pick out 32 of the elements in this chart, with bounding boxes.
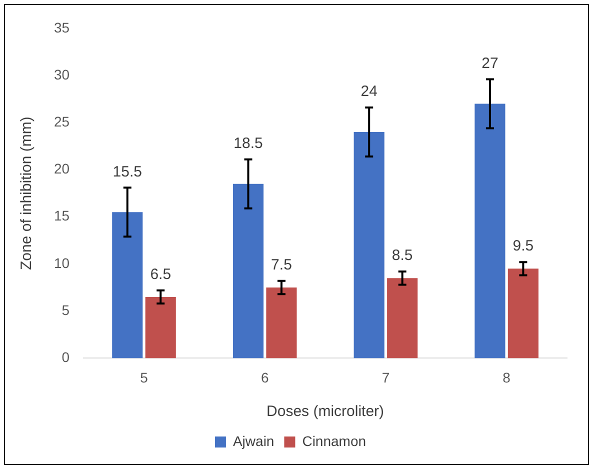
x-tick-label: 8 — [502, 369, 511, 386]
data-label: 24 — [360, 83, 378, 100]
x-axis-title: Doses (microliter) — [266, 403, 384, 420]
bar — [112, 212, 143, 358]
bar — [354, 132, 384, 358]
data-label: 6.5 — [150, 266, 172, 283]
x-tick-label: 6 — [260, 369, 269, 386]
y-tick-label: 15 — [54, 208, 70, 224]
bar — [232, 184, 264, 358]
bar — [474, 104, 506, 358]
data-label: 15.5 — [112, 163, 142, 180]
y-tick-label: 30 — [54, 66, 70, 82]
data-label: 9.5 — [512, 238, 534, 255]
y-tick-label: 10 — [54, 254, 70, 271]
y-tick-label: 5 — [62, 302, 70, 318]
bar — [266, 288, 297, 358]
data-label: 18.5 — [234, 135, 263, 152]
bar — [508, 268, 538, 358]
data-label: 27 — [482, 54, 498, 72]
y-tick-label: 25 — [54, 113, 70, 130]
bar — [145, 296, 176, 358]
x-tick-label: 5 — [140, 369, 148, 386]
y-axis-title: Zone of inhibition (mm) — [18, 116, 36, 270]
x-tick-label: 7 — [382, 369, 390, 386]
data-label: 8.5 — [392, 247, 413, 264]
y-tick-label: 0 — [62, 349, 70, 366]
legend-label: Cinnamon — [302, 432, 366, 449]
y-tick-label: 20 — [54, 160, 70, 177]
data-label: 7.5 — [271, 256, 292, 274]
y-tick-label: 35 — [54, 19, 70, 36]
legend-label: Ajwain — [232, 432, 274, 449]
bar — [387, 278, 418, 358]
